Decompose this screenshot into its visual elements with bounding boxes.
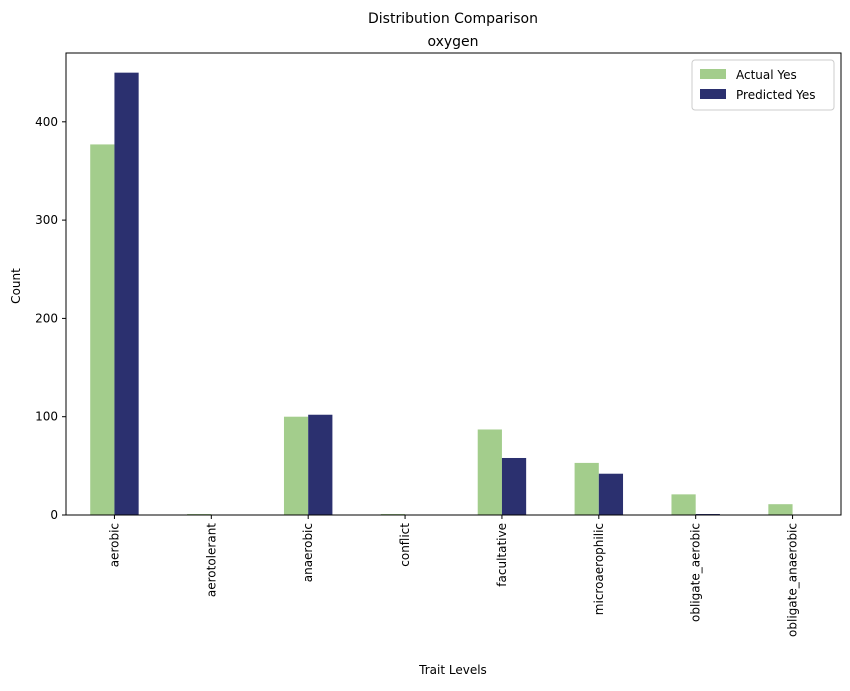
y-tick-label: 200 xyxy=(35,311,58,325)
bar-predicted-yes xyxy=(114,72,139,515)
bar-actual-yes xyxy=(574,462,599,515)
legend-swatch xyxy=(700,89,726,99)
y-axis-label: Count xyxy=(9,268,23,304)
y-tick-label: 300 xyxy=(35,213,58,227)
y-tick-label: 100 xyxy=(35,410,58,424)
legend: Actual Yes Predicted Yes xyxy=(691,59,835,111)
x-tick-label: facultative xyxy=(495,523,509,587)
x-tick-label: obligate_aerobic xyxy=(689,523,703,622)
y-tick-label: 0 xyxy=(50,508,58,522)
plot-frame xyxy=(65,52,842,516)
legend-swatch xyxy=(700,69,726,79)
x-tick-label: aerobic xyxy=(107,523,121,567)
bar-actual-yes xyxy=(477,429,502,515)
x-tick-label: conflict xyxy=(398,523,412,567)
bar-actual-yes xyxy=(283,416,309,515)
legend-label: Actual Yes xyxy=(736,68,797,82)
bar-predicted-yes xyxy=(308,414,333,515)
y-tick-label: 400 xyxy=(35,115,58,129)
x-tick-label: aerotolerant xyxy=(204,523,218,597)
bar-predicted-yes xyxy=(501,457,527,515)
legend-label: Predicted Yes xyxy=(736,88,816,102)
x-tick-label: anaerobic xyxy=(301,523,315,582)
bar-predicted-yes xyxy=(598,473,624,515)
legend-box xyxy=(691,59,835,111)
x-tick-label: obligate_anaerobic xyxy=(786,523,800,637)
x-tick-label: microaerophilic xyxy=(592,523,606,615)
bar-actual-yes xyxy=(90,144,115,515)
chart-title: Distribution Comparison xyxy=(368,11,538,27)
plot-area: 0 100 200 300 400 aerobic aerotolerant anaerobi… xyxy=(35,72,800,637)
chart-subtitle: oxygen xyxy=(427,34,478,50)
bar-actual-yes xyxy=(671,494,696,515)
bar-actual-yes xyxy=(768,504,793,515)
x-axis-label: Trait Levels xyxy=(418,663,487,677)
